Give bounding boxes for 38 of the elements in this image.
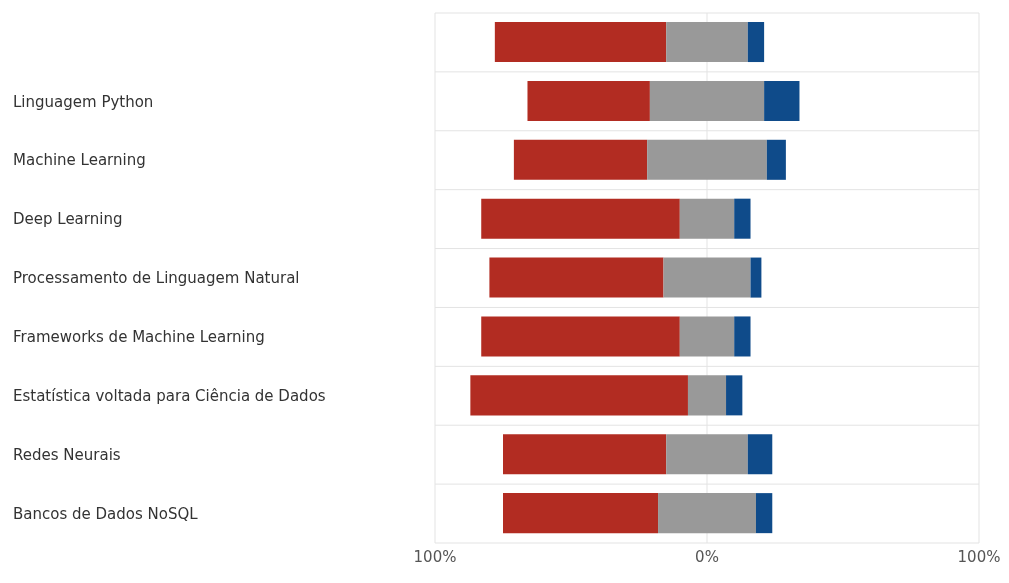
bar <box>755 493 773 534</box>
bar <box>734 316 751 357</box>
bar <box>679 198 735 239</box>
bar <box>663 257 751 298</box>
x-tick-label: 0% <box>695 547 719 566</box>
bar <box>658 493 756 534</box>
bar <box>766 139 786 180</box>
bar <box>666 22 748 63</box>
bar <box>470 375 688 416</box>
bar <box>734 198 751 239</box>
bar <box>750 257 762 298</box>
bar <box>503 493 659 534</box>
y-tick-label: Bancos de Dados NoSQL <box>13 504 199 523</box>
bar <box>494 22 667 63</box>
y-tick-label: Estatística voltada para Ciência de Dados <box>13 387 326 406</box>
y-tick-label: Processamento de Linguagem Natural <box>13 269 300 288</box>
bar <box>747 434 773 475</box>
bar <box>747 22 765 63</box>
y-tick-label: Frameworks de Machine Learning <box>13 328 265 347</box>
y-tick-label: Deep Learning <box>13 210 123 229</box>
bar <box>647 139 767 180</box>
bar <box>726 375 743 416</box>
bar <box>513 139 648 180</box>
bar <box>527 80 650 121</box>
y-tick-label: Redes Neurais <box>13 445 121 464</box>
bar <box>666 434 748 475</box>
x-tick-label: 100% <box>957 547 1001 566</box>
y-tick-label: Machine Learning <box>13 151 146 170</box>
bar <box>489 257 664 298</box>
bar <box>649 80 765 121</box>
x-tick-label: 100% <box>413 547 457 566</box>
bar <box>687 375 727 416</box>
bar <box>679 316 735 357</box>
bar <box>481 316 680 357</box>
y-tick-label: Linguagem Python <box>13 92 154 111</box>
bar <box>764 80 800 121</box>
bar <box>503 434 667 475</box>
bar <box>481 198 680 239</box>
